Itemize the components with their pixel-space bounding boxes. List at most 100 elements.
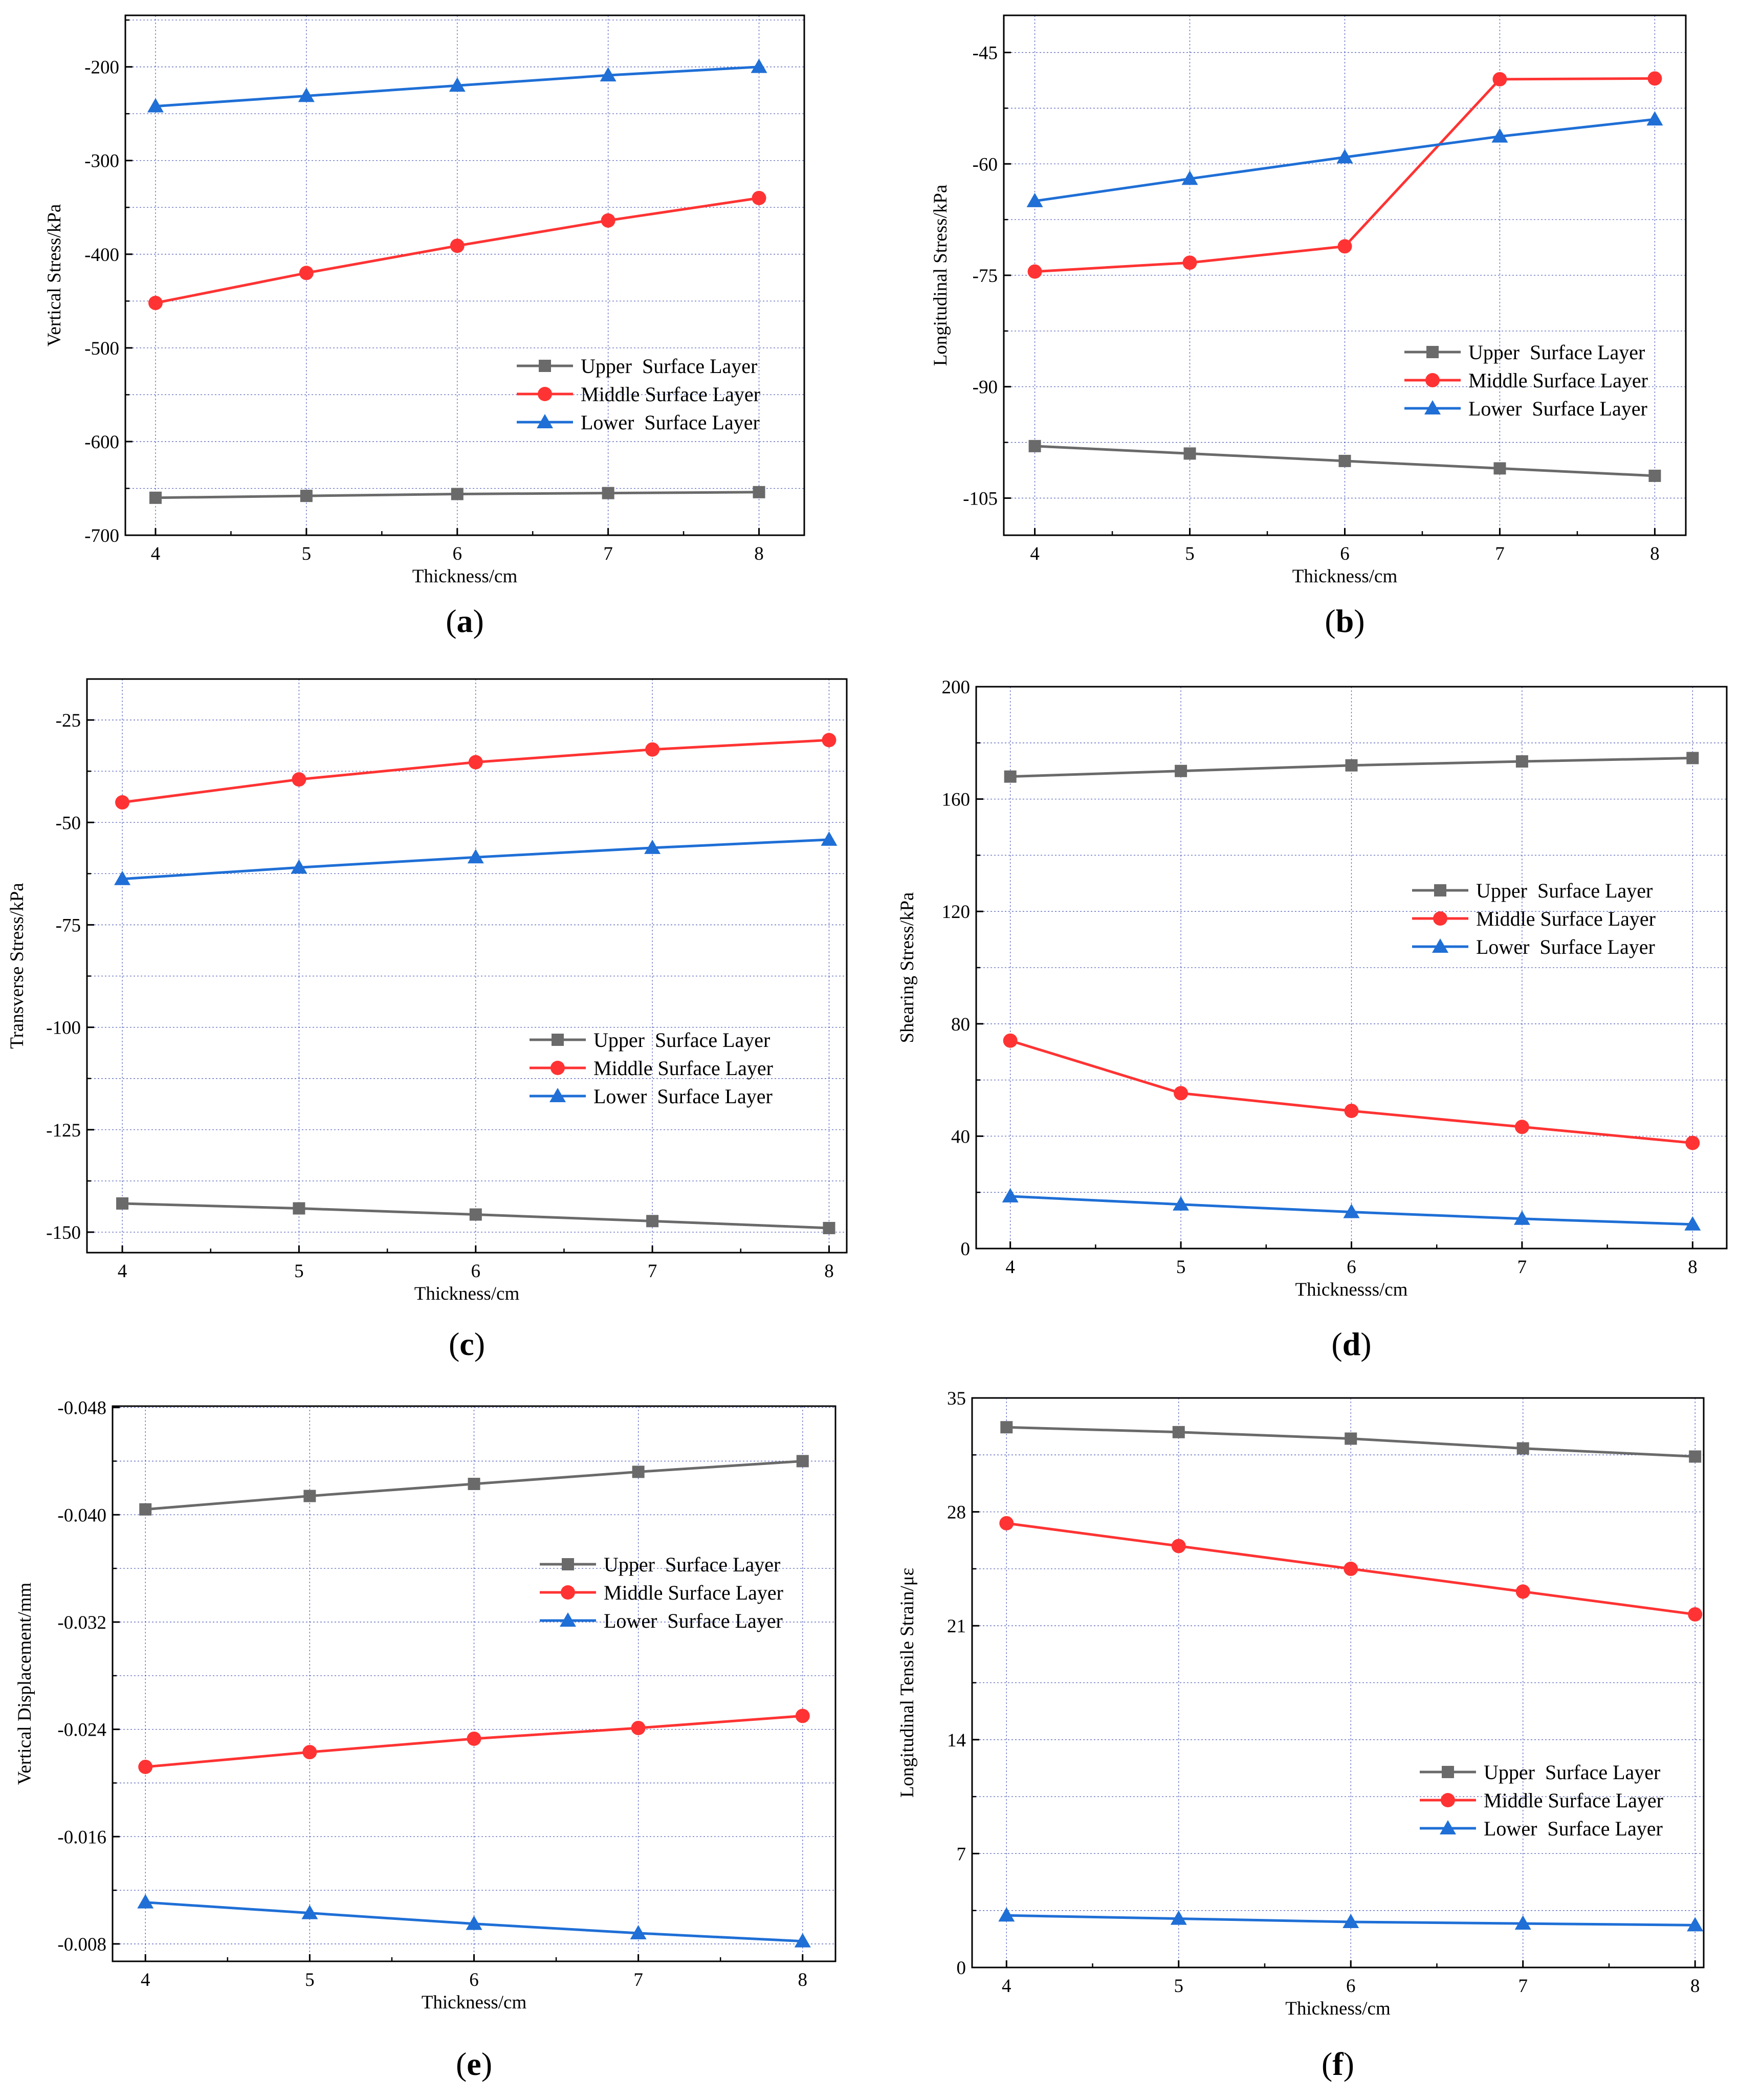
y-axis-label: Vertical Stress/kPa (44, 204, 65, 346)
panel-caption: (d) (1331, 1326, 1371, 1362)
y-tick-label: 28 (947, 1502, 966, 1523)
data-point-lower (1002, 1188, 1019, 1202)
data-point-upper (469, 1208, 482, 1221)
data-point-lower (1514, 1915, 1531, 1930)
x-tick-label: 6 (1340, 543, 1350, 564)
data-point-middle (1514, 1120, 1529, 1134)
data-point-upper (300, 490, 313, 502)
legend-marker-lower (1432, 938, 1448, 953)
legend-marker-middle (1425, 373, 1440, 387)
y-tick-label: -300 (84, 151, 119, 172)
y-tick-label: 200 (942, 677, 971, 698)
x-tick-label: 4 (141, 1970, 150, 1990)
y-tick-label: -600 (84, 432, 119, 453)
data-point-middle (752, 190, 766, 205)
data-point-upper (1516, 1442, 1529, 1455)
x-tick-label: 4 (1030, 543, 1040, 564)
legend-label-middle: Middle Surface Layer (604, 1581, 783, 1604)
data-point-upper (1345, 759, 1358, 772)
x-tick-label: 7 (1517, 1257, 1527, 1278)
data-point-lower (1026, 192, 1043, 207)
data-point-upper (1493, 462, 1506, 475)
data-point-lower (630, 1924, 647, 1939)
data-point-middle (1182, 255, 1197, 270)
x-tick-label: 8 (754, 543, 764, 564)
x-tick-label: 6 (471, 1261, 481, 1282)
x-axis-label: Thicknesss/cm (1295, 1279, 1408, 1300)
data-point-middle (1174, 1086, 1188, 1101)
data-point-middle (468, 755, 483, 770)
data-point-upper (116, 1197, 129, 1210)
data-point-upper (1686, 752, 1699, 764)
y-tick-label: -75 (56, 915, 81, 936)
data-point-middle (302, 1745, 317, 1760)
legend-marker-upper (1426, 346, 1439, 358)
x-tick-label: 6 (469, 1970, 479, 1990)
legend-marker-upper (552, 1034, 564, 1046)
data-point-upper (602, 487, 614, 499)
plot-frame (86, 678, 848, 1254)
legend-label-middle: Middle Surface Layer (1476, 907, 1656, 930)
data-point-lower (1173, 1196, 1190, 1211)
y-tick-label: -500 (84, 338, 119, 359)
x-tick-label: 6 (1347, 1257, 1356, 1278)
y-tick-label: 35 (947, 1388, 966, 1409)
data-point-lower (114, 870, 131, 885)
chart-panel-f: 0 7 14 21 28 35 4 5 6 7 8 Thickness/cm Longitudinal … (897, 1388, 1705, 2082)
y-tick-label: -60 (973, 154, 998, 175)
data-point-lower (137, 1894, 154, 1909)
y-tick-label: -125 (46, 1120, 81, 1141)
y-tick-label: 7 (957, 1844, 966, 1865)
panel-caption: (f) (1322, 2046, 1354, 2082)
y-tick-label: -400 (84, 245, 119, 266)
data-point-upper (1000, 1421, 1013, 1434)
data-point-middle (999, 1516, 1014, 1530)
data-point-lower (1687, 1917, 1704, 1932)
legend-marker-lower (537, 414, 553, 428)
data-point-lower (449, 77, 466, 92)
data-point-middle (467, 1731, 481, 1746)
legend-label-middle: Middle Surface Layer (581, 383, 760, 406)
data-point-middle (645, 742, 660, 757)
y-tick-label: -200 (84, 57, 119, 78)
data-point-upper (1648, 469, 1661, 482)
data-point-lower (1684, 1216, 1701, 1231)
legend-label-lower: Lower Surface Layer (581, 411, 760, 434)
data-point-lower (466, 1915, 482, 1930)
data-point-middle (148, 296, 163, 311)
y-tick-label: 21 (947, 1616, 966, 1637)
data-point-middle (299, 266, 314, 280)
data-point-lower (301, 1905, 318, 1919)
data-point-upper (139, 1503, 152, 1516)
y-axis-label: Transverse Stress/kPa (7, 883, 28, 1048)
y-tick-label: -0.032 (57, 1612, 106, 1633)
x-axis-label: Thickness/cm (422, 1992, 527, 2013)
data-point-middle (1337, 239, 1352, 254)
data-point-lower (1342, 1913, 1359, 1928)
data-point-middle (450, 238, 465, 253)
data-point-upper (303, 1490, 316, 1502)
y-tick-label: -90 (973, 377, 998, 398)
data-point-upper (1172, 1426, 1185, 1438)
legend-marker-lower (549, 1088, 566, 1102)
y-tick-label: 160 (942, 790, 971, 811)
data-point-upper (149, 491, 162, 504)
y-tick-label: -105 (963, 488, 998, 509)
data-point-middle (1685, 1135, 1700, 1150)
legend-marker-middle (1441, 1793, 1455, 1807)
x-tick-label: 7 (1495, 543, 1505, 564)
data-point-lower (1181, 170, 1198, 185)
y-tick-label: -45 (973, 43, 998, 64)
data-point-middle (1344, 1561, 1358, 1576)
y-tick-label: -0.016 (57, 1827, 106, 1848)
data-point-middle (292, 772, 306, 787)
x-axis-label: Thickness/cm (1292, 566, 1398, 587)
x-tick-label: 5 (1176, 1257, 1186, 1278)
legend-label-upper: Upper Surface Layer (593, 1029, 770, 1052)
x-tick-label: 4 (118, 1261, 127, 1282)
data-point-upper (1175, 764, 1187, 777)
legend-label-middle: Middle Surface Layer (1468, 369, 1648, 392)
data-point-lower (821, 831, 838, 846)
data-point-middle (1688, 1607, 1703, 1622)
